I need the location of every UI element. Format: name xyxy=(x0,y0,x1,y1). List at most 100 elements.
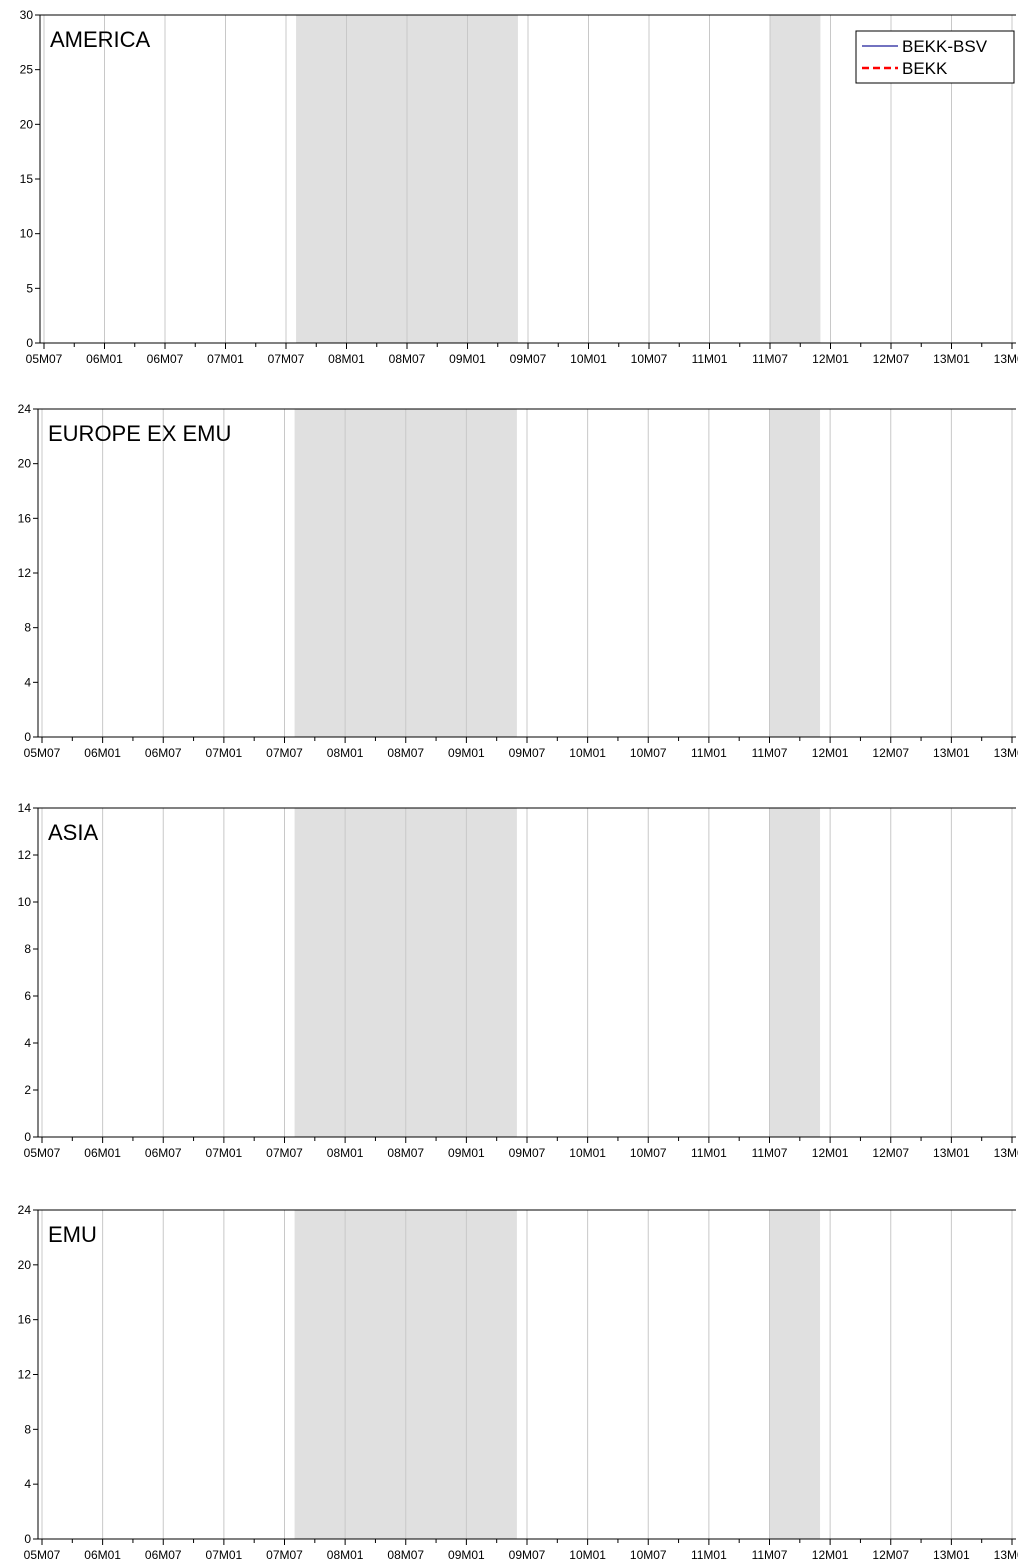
x-tick-label: 08M07 xyxy=(387,1548,424,1562)
x-tick-label: 13M07 xyxy=(994,1146,1018,1160)
y-tick-label: 15 xyxy=(20,172,34,186)
x-tick-label: 10M07 xyxy=(630,746,667,760)
x-tick-label: 05M07 xyxy=(24,1548,61,1562)
y-tick-label: 6 xyxy=(24,989,31,1003)
y-tick-label: 24 xyxy=(18,402,32,416)
x-tick-label: 13M07 xyxy=(994,352,1018,366)
y-tick-label: 24 xyxy=(18,1203,32,1217)
x-tick-label: 05M07 xyxy=(24,1146,61,1160)
x-tick-label: 10M07 xyxy=(630,1548,667,1562)
x-tick-label: 09M07 xyxy=(509,1548,546,1562)
y-tick-label: 2 xyxy=(24,1083,31,1097)
x-tick-label: 06M01 xyxy=(84,1146,121,1160)
x-tick-label: 10M01 xyxy=(569,746,606,760)
x-tick-label: 13M07 xyxy=(994,746,1018,760)
x-tick-label: 12M07 xyxy=(872,746,909,760)
x-tick-label: 09M01 xyxy=(448,1146,485,1160)
x-tick-label: 09M01 xyxy=(449,352,486,366)
x-tick-label: 10M01 xyxy=(569,1146,606,1160)
y-tick-label: 16 xyxy=(18,1313,32,1327)
panel-title: ASIA xyxy=(48,820,98,845)
x-tick-label: 11M01 xyxy=(691,1548,727,1562)
x-tick-label: 07M07 xyxy=(268,352,305,366)
x-tick-label: 10M07 xyxy=(631,352,668,366)
x-tick-label: 12M01 xyxy=(812,1548,849,1562)
x-tick-label: 08M01 xyxy=(328,352,365,366)
x-tick-label: 13M01 xyxy=(933,1548,970,1562)
x-tick-label: 11M01 xyxy=(691,746,727,760)
x-tick-label: 06M07 xyxy=(145,1146,182,1160)
y-tick-label: 5 xyxy=(26,281,33,295)
x-tick-label: 12M01 xyxy=(812,352,849,366)
y-tick-label: 25 xyxy=(20,63,34,77)
chart-panel-1: 05M07 06M01 06M07 07M01 07M07 08M01 08M07 09M01… xyxy=(20,8,1018,366)
y-tick-label: 4 xyxy=(24,1036,31,1050)
x-tick-label: 11M07 xyxy=(752,746,788,760)
y-tick-label: 12 xyxy=(18,566,32,580)
x-tick-label: 10M01 xyxy=(570,352,607,366)
y-tick-label: 4 xyxy=(24,1477,31,1491)
y-tick-label: 16 xyxy=(18,511,32,525)
x-tick-label: 06M07 xyxy=(147,352,184,366)
x-tick-label: 07M01 xyxy=(206,746,243,760)
y-tick-label: 8 xyxy=(24,942,31,956)
y-tick-label: 10 xyxy=(20,227,34,241)
x-tick-label: 09M07 xyxy=(510,352,547,366)
x-tick-label: 09M01 xyxy=(448,746,485,760)
x-tick-label: 13M01 xyxy=(933,746,970,760)
legend-label-1: BEKK-BSV xyxy=(902,37,988,56)
x-tick-label: 12M01 xyxy=(812,746,849,760)
x-tick-label: 07M07 xyxy=(266,1548,303,1562)
x-tick-label: 13M01 xyxy=(933,1146,970,1160)
shaded-period-2 xyxy=(770,15,821,343)
x-tick-label: 07M01 xyxy=(206,1146,243,1160)
x-tick-label: 08M01 xyxy=(327,1548,364,1562)
x-tick-label: 11M07 xyxy=(752,352,788,366)
legend-label-2: BEKK xyxy=(902,59,948,78)
y-tick-label: 0 xyxy=(24,730,31,744)
x-tick-label: 09M07 xyxy=(509,746,546,760)
chart-panel-3: 05M07 06M01 06M07 07M01 07M07 08M01 08M07 09M01… xyxy=(18,801,1018,1160)
y-tick-label: 20 xyxy=(18,1258,32,1272)
shaded-period-2 xyxy=(769,409,821,737)
y-tick-label: 10 xyxy=(18,895,32,909)
y-tick-label: 30 xyxy=(20,8,34,22)
x-tick-label: 11M01 xyxy=(691,1146,727,1160)
x-tick-label: 05M07 xyxy=(26,352,63,366)
x-tick-label: 07M07 xyxy=(266,746,303,760)
x-tick-label: 06M01 xyxy=(86,352,123,366)
x-tick-label: 13M01 xyxy=(933,352,970,366)
x-tick-label: 06M07 xyxy=(145,746,182,760)
x-tick-label: 11M07 xyxy=(752,1146,788,1160)
x-tick-label: 09M01 xyxy=(448,1548,485,1562)
x-tick-label: 07M01 xyxy=(207,352,244,366)
y-tick-label: 14 xyxy=(18,801,32,815)
x-tick-label: 06M07 xyxy=(145,1548,182,1562)
y-tick-label: 0 xyxy=(26,336,33,350)
x-tick-label: 07M01 xyxy=(206,1548,243,1562)
panel-title: EUROPE EX EMU xyxy=(48,421,231,446)
legend-box xyxy=(855,30,1015,84)
y-tick-label: 20 xyxy=(18,457,32,471)
y-tick-label: 4 xyxy=(24,675,31,689)
y-tick-label: 8 xyxy=(24,621,31,635)
x-tick-label: 06M01 xyxy=(84,1548,121,1562)
y-tick-label: 12 xyxy=(18,1368,32,1382)
chart-panel-4: 05M07 06M01 06M07 07M01 07M07 08M01 08M07 09M01… xyxy=(18,1203,1018,1562)
legend: BEKK-BSV BEKK xyxy=(855,30,1015,84)
x-tick-label: 08M01 xyxy=(327,746,364,760)
x-tick-label: 12M07 xyxy=(873,352,910,366)
y-tick-label: 0 xyxy=(24,1130,31,1144)
y-tick-label: 20 xyxy=(20,117,34,131)
panel-title: AMERICA xyxy=(50,27,151,52)
y-tick-label: 8 xyxy=(24,1422,31,1436)
x-tick-label: 08M07 xyxy=(387,746,424,760)
x-tick-label: 06M01 xyxy=(84,746,121,760)
shaded-period-2 xyxy=(769,808,821,1137)
x-tick-label: 11M07 xyxy=(752,1548,788,1562)
shaded-period-2 xyxy=(769,1210,821,1539)
x-tick-label: 08M07 xyxy=(387,1146,424,1160)
x-tick-label: 12M01 xyxy=(812,1146,849,1160)
y-tick-label: 0 xyxy=(24,1532,31,1546)
